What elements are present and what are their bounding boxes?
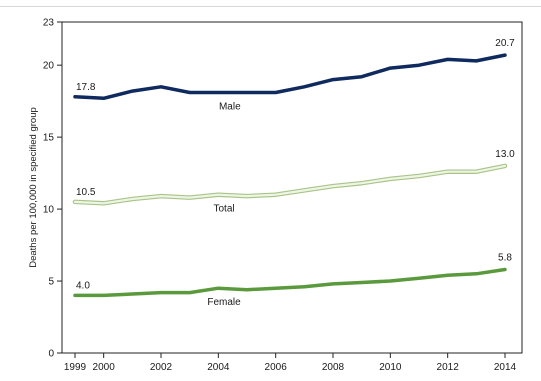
series-lines <box>72 53 508 298</box>
y-tick-label: 15 <box>43 133 55 144</box>
y-tick-label: 5 <box>48 277 54 288</box>
x-tick-label: 2012 <box>437 362 460 373</box>
data-label-total-start: 10.5 <box>76 187 96 198</box>
y-tick-label: 23 <box>43 18 55 29</box>
data-label-male-start: 17.8 <box>76 82 96 93</box>
x-tick-label: 2014 <box>494 362 517 373</box>
series-line-total <box>73 164 507 205</box>
axes: 0 5 10 15 20 23 1999 2000 2002 2004 2006 2008 2010 20… <box>28 18 523 373</box>
y-tick-label: 20 <box>43 61 55 72</box>
series-line-female <box>73 267 507 298</box>
series-line-male <box>73 53 507 101</box>
x-tick-label: 2000 <box>93 362 116 373</box>
y-tick-label: 10 <box>43 205 55 216</box>
series-name-female: Female <box>207 297 241 308</box>
data-label-total-end: 13.0 <box>495 149 515 160</box>
plot-frame <box>61 21 523 354</box>
series-name-total: Total <box>214 204 235 215</box>
data-label-female-end: 5.8 <box>498 253 512 264</box>
chart-labels: 17.8 20.7 10.5 13.0 4.0 5.8 Male Total Female <box>76 38 515 308</box>
x-tick-label: 2006 <box>265 362 288 373</box>
x-tick-label: 2004 <box>207 362 230 373</box>
data-label-male-end: 20.7 <box>495 38 515 49</box>
top-strip <box>0 0 541 7</box>
x-tick-label: 2010 <box>379 362 402 373</box>
y-tick-label: 0 <box>48 349 54 360</box>
x-tick-label: 2008 <box>322 362 345 373</box>
data-label-female-start: 4.0 <box>76 280 90 291</box>
series-name-male: Male <box>219 102 241 113</box>
x-tick-label: 2002 <box>150 362 173 373</box>
x-tick-label: 1999 <box>64 362 87 373</box>
y-axis-title: Deaths per 100,000 in specified group <box>28 107 39 268</box>
